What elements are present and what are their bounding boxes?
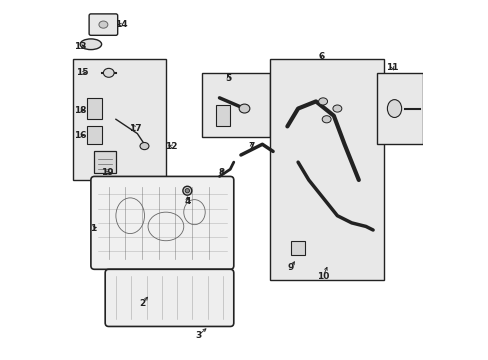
Text: 6: 6 xyxy=(318,52,324,61)
Text: 14: 14 xyxy=(115,20,127,29)
Text: 15: 15 xyxy=(76,68,88,77)
Ellipse shape xyxy=(183,186,191,195)
Ellipse shape xyxy=(80,39,102,50)
Bar xyxy=(216,105,230,126)
Text: 13: 13 xyxy=(74,41,86,50)
Ellipse shape xyxy=(103,68,114,77)
Text: 10: 10 xyxy=(316,272,328,281)
Bar xyxy=(87,98,102,119)
Text: 19: 19 xyxy=(101,168,113,177)
Ellipse shape xyxy=(185,189,189,193)
Ellipse shape xyxy=(140,143,149,150)
Text: 8: 8 xyxy=(218,168,224,177)
Bar xyxy=(201,73,269,137)
Bar xyxy=(94,152,116,173)
Text: 16: 16 xyxy=(74,131,86,140)
Ellipse shape xyxy=(239,104,249,113)
FancyBboxPatch shape xyxy=(105,269,233,327)
Text: 12: 12 xyxy=(164,141,177,150)
Text: 9: 9 xyxy=(287,263,293,272)
Text: 17: 17 xyxy=(129,124,142,133)
Bar xyxy=(269,59,383,280)
Bar xyxy=(73,59,165,180)
Text: 2: 2 xyxy=(139,299,145,308)
Text: 3: 3 xyxy=(195,331,201,340)
Text: 1: 1 xyxy=(89,224,96,233)
Bar xyxy=(290,241,305,255)
FancyBboxPatch shape xyxy=(91,176,233,269)
FancyBboxPatch shape xyxy=(89,14,118,35)
Ellipse shape xyxy=(322,116,330,123)
Text: 5: 5 xyxy=(225,74,231,83)
Ellipse shape xyxy=(386,100,401,117)
Text: 18: 18 xyxy=(74,106,86,115)
Ellipse shape xyxy=(318,98,327,105)
Text: 11: 11 xyxy=(386,63,398,72)
Text: 4: 4 xyxy=(184,197,190,206)
Bar xyxy=(87,126,102,144)
Ellipse shape xyxy=(332,105,341,112)
Ellipse shape xyxy=(99,21,108,28)
Bar xyxy=(376,73,422,144)
Text: 7: 7 xyxy=(248,141,254,150)
